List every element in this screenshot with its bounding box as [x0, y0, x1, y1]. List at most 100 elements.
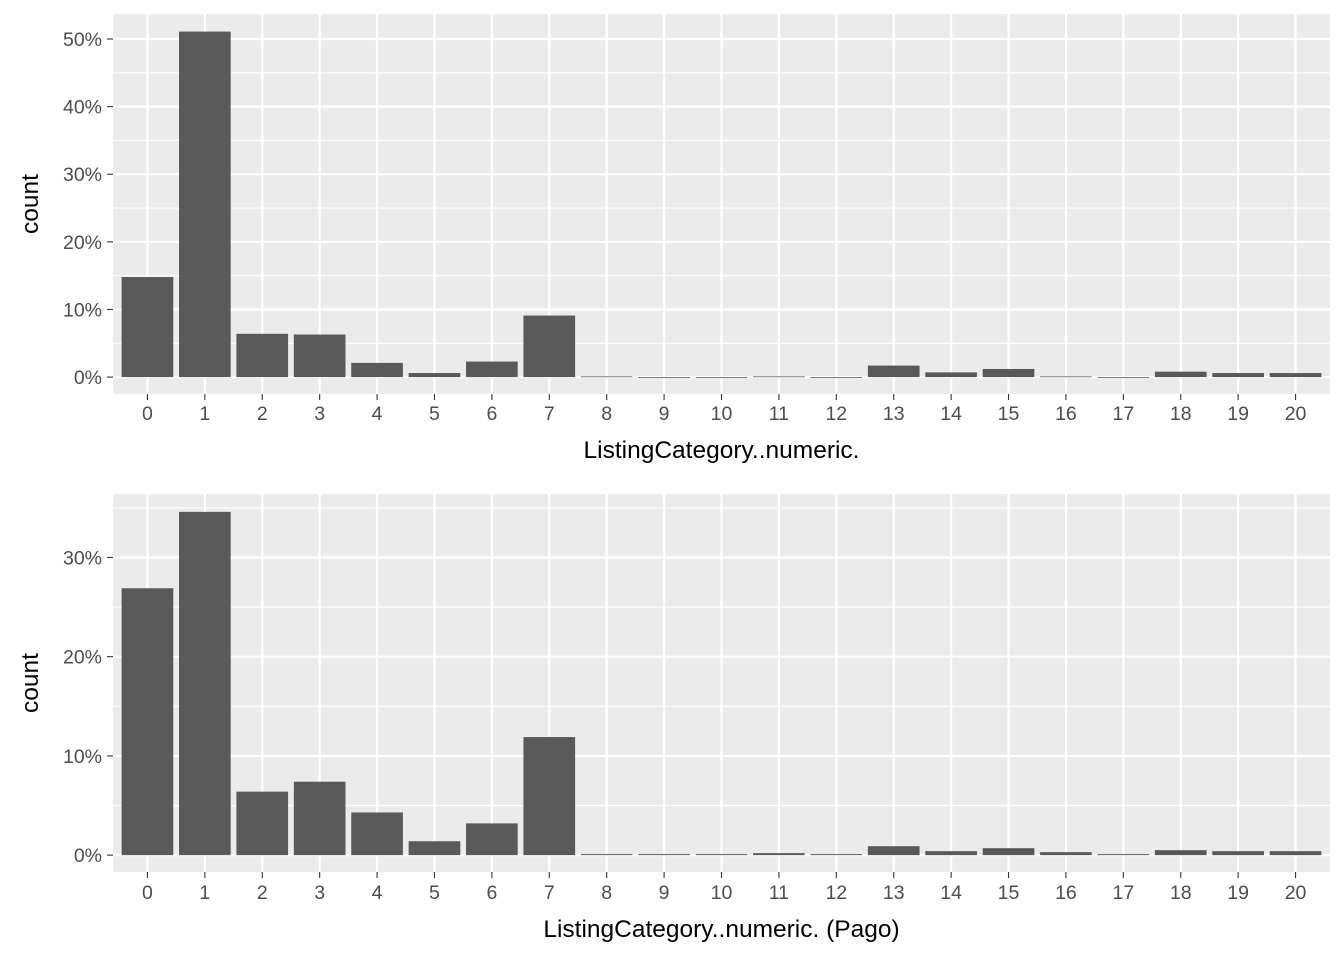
bar-1	[179, 31, 231, 378]
x-tick-label: 1	[199, 403, 210, 425]
y-tick-label: 30%	[63, 164, 102, 186]
x-tick-label: 2	[257, 403, 268, 425]
bar-18	[1154, 850, 1207, 856]
bar-16	[1040, 376, 1092, 378]
bar-12	[810, 854, 863, 856]
y-axis-title: count	[17, 174, 44, 234]
y-tick-label: 0%	[74, 845, 102, 867]
x-tick-label: 17	[1112, 403, 1134, 425]
x-tick-label: 14	[940, 403, 962, 425]
x-tick-label: 3	[314, 403, 325, 425]
x-tick-label: 10	[711, 403, 733, 425]
x-tick-label: 17	[1112, 882, 1134, 904]
x-tick-label: 6	[486, 403, 497, 425]
x-tick-label: 15	[998, 882, 1020, 904]
x-tick-label: 3	[314, 882, 325, 904]
bar-13	[867, 846, 920, 856]
top-chart: 0%10%20%30%40%50%0 1 2 3 4 5 6 7 8 9 10 11 12 13 14 15 1…	[17, 14, 1330, 464]
bar-1	[179, 511, 231, 856]
x-tick-label: 18	[1170, 403, 1192, 425]
x-axis-title: ListingCategory..numeric.	[584, 437, 860, 464]
x-tick-label: 13	[883, 882, 905, 904]
y-tick-label: 20%	[63, 647, 102, 669]
x-tick-label: 0	[142, 403, 153, 425]
bar-4	[351, 812, 403, 856]
x-tick-label: 1	[199, 882, 210, 904]
x-tick-label: 9	[659, 403, 670, 425]
x-tick-label: 6	[486, 882, 497, 904]
x-tick-label: 14	[940, 882, 962, 904]
x-tick-label: 12	[825, 403, 847, 425]
x-tick-label: 7	[544, 403, 555, 425]
x-tick-label: 15	[998, 403, 1020, 425]
x-tick-label: 10	[711, 882, 733, 904]
y-tick-label: 10%	[63, 299, 102, 321]
x-tick-label: 11	[769, 882, 789, 904]
bar-19	[1212, 373, 1264, 378]
bar-11	[753, 376, 805, 378]
x-tick-label: 20	[1285, 403, 1307, 425]
x-tick-label: 11	[769, 403, 789, 425]
x-tick-label: 9	[659, 882, 670, 904]
bar-10	[695, 854, 748, 856]
bar-8	[580, 854, 633, 856]
y-tick-label: 50%	[63, 29, 102, 51]
x-tick-label: 20	[1285, 882, 1307, 904]
y-axis-title: count	[17, 653, 44, 713]
bar-10	[695, 377, 748, 378]
bar-15	[982, 368, 1035, 378]
x-tick-label: 8	[601, 882, 612, 904]
y-tick-label: 0%	[74, 367, 102, 389]
bar-7	[523, 737, 576, 856]
bar-19	[1212, 851, 1264, 856]
bar-17	[1097, 854, 1150, 856]
x-tick-label: 12	[825, 882, 847, 904]
bar-13	[867, 365, 920, 378]
bar-7	[523, 315, 576, 378]
x-tick-label: 4	[372, 403, 383, 425]
bar-2	[236, 333, 289, 378]
bar-4	[351, 362, 403, 378]
bar-14	[925, 372, 977, 378]
bottom-chart: 0%10%20%30%0 1 2 3 4 5 6 7 8 9 10 11 12 13 14 15 16 17 18 1…	[17, 494, 1330, 943]
y-tick-label: 10%	[63, 746, 102, 768]
x-tick-label: 8	[601, 403, 612, 425]
x-tick-label: 5	[429, 403, 440, 425]
x-tick-label: 19	[1227, 882, 1249, 904]
bar-9	[638, 854, 690, 856]
bar-14	[925, 851, 977, 856]
x-tick-label: 19	[1227, 403, 1249, 425]
x-tick-label: 16	[1055, 403, 1077, 425]
bar-3	[293, 781, 346, 856]
bar-0	[121, 277, 174, 378]
bar-9	[638, 377, 690, 378]
bar-20	[1269, 851, 1322, 856]
bar-3	[293, 334, 346, 378]
bar-5	[408, 841, 461, 856]
bar-17	[1097, 377, 1150, 378]
bar-15	[982, 848, 1035, 856]
bar-0	[121, 588, 174, 856]
x-tick-label: 5	[429, 882, 440, 904]
bar-2	[236, 791, 289, 856]
x-tick-label: 7	[544, 882, 555, 904]
y-tick-label: 40%	[63, 97, 102, 119]
x-tick-label: 2	[257, 882, 268, 904]
y-tick-label: 20%	[63, 232, 102, 254]
bar-20	[1269, 373, 1322, 378]
y-tick-label: 30%	[63, 547, 102, 569]
bar-12	[810, 377, 863, 378]
x-tick-label: 13	[883, 403, 905, 425]
bar-6	[466, 823, 518, 856]
x-tick-label: 0	[142, 882, 153, 904]
bar-8	[580, 376, 633, 378]
bar-18	[1154, 371, 1207, 378]
x-tick-label: 18	[1170, 882, 1192, 904]
bar-16	[1040, 852, 1092, 856]
bar-6	[466, 361, 518, 378]
x-tick-label: 16	[1055, 882, 1077, 904]
bar-5	[408, 373, 461, 378]
x-tick-label: 4	[372, 882, 383, 904]
x-axis-title: ListingCategory..numeric. (Pago)	[543, 916, 899, 943]
